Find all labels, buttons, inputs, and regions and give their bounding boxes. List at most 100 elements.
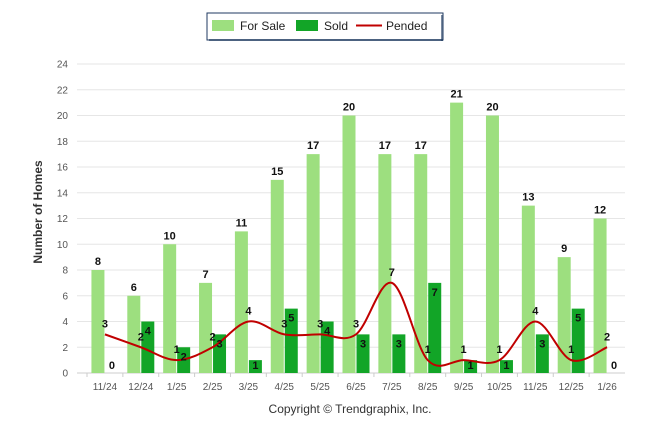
data-label-sold: 0 — [109, 360, 115, 372]
data-label-sold: 3 — [216, 338, 222, 350]
legend-swatch-for-sale — [212, 20, 234, 31]
y-tick-label: 16 — [57, 163, 69, 174]
data-label-pended: 3 — [353, 318, 359, 330]
data-label-sold: 3 — [539, 338, 545, 350]
bar-sold — [356, 334, 370, 373]
x-tick-label: 8/25 — [418, 382, 438, 393]
data-label-for-sale: 8 — [95, 256, 101, 268]
x-tick-label: 11/25 — [523, 382, 548, 393]
bar-for-sale — [450, 102, 464, 373]
x-tick-label: 12/24 — [128, 382, 153, 393]
y-tick-label: 2 — [62, 343, 68, 354]
data-label-pended: 3 — [281, 318, 287, 330]
data-label-pended: 1 — [461, 344, 467, 356]
data-label-for-sale: 6 — [131, 282, 137, 294]
x-tick-label: 1/25 — [167, 382, 187, 393]
data-label-for-sale: 17 — [415, 140, 427, 152]
copyright-text: Copyright © Trendgraphix, Inc. — [269, 402, 432, 416]
x-axis: 11/24 12/24 1/25 2/25 3/25 4/25 5/25 6/25 7/25 8/… — [86, 373, 617, 393]
legend: For Sale Sold Pended — [206, 12, 444, 41]
bar-for-sale — [306, 154, 320, 373]
x-tick-label: 12/25 — [559, 382, 584, 393]
data-label-sold: 1 — [468, 360, 474, 372]
x-tick-label: 2/25 — [203, 382, 223, 393]
bar-sold — [464, 360, 478, 373]
data-label-for-sale: 13 — [522, 192, 534, 204]
bar-sold — [571, 308, 585, 373]
data-label-pended: 2 — [138, 331, 144, 343]
x-tick-label: 9/25 — [454, 382, 474, 393]
bar-for-sale — [414, 154, 428, 373]
data-label-pended: 3 — [102, 318, 108, 330]
x-tick-label: 6/25 — [346, 382, 366, 393]
legend-label-for-sale: For Sale — [240, 19, 286, 33]
data-label-sold: 3 — [360, 338, 366, 350]
data-label-sold: 1 — [252, 360, 258, 372]
y-tick-label: 20 — [57, 111, 69, 122]
data-label-pended: 4 — [532, 306, 539, 318]
y-tick-label: 8 — [62, 266, 68, 277]
y-tick-label: 12 — [57, 214, 69, 225]
data-label-sold: 2 — [181, 351, 187, 363]
data-label-pended: 1 — [425, 344, 431, 356]
data-label-pended: 2 — [604, 331, 610, 343]
data-label-for-sale: 21 — [450, 89, 462, 101]
bar-sold — [428, 282, 442, 373]
x-tick-label: 7/25 — [382, 382, 402, 393]
bar-sold — [392, 334, 406, 373]
data-label-for-sale: 7 — [202, 269, 208, 281]
data-label-for-sale: 11 — [236, 217, 248, 229]
legend-label-pended: Pended — [386, 19, 427, 33]
data-label-sold: 5 — [575, 313, 581, 325]
data-label-sold: 1 — [503, 360, 509, 372]
y-tick-label: 10 — [57, 240, 69, 251]
data-label-pended: 1 — [174, 344, 180, 356]
data-label-for-sale: 10 — [164, 230, 176, 242]
pended-line — [104, 281, 608, 367]
data-label-for-sale: 9 — [561, 243, 567, 255]
y-tick-label: 18 — [57, 137, 69, 148]
bar-sold — [499, 360, 513, 373]
data-label-sold: 4 — [145, 326, 152, 338]
x-tick-label: 5/25 — [310, 382, 330, 393]
data-label-for-sale: 12 — [594, 205, 606, 217]
x-tick-label: 4/25 — [275, 382, 295, 393]
data-label-sold: 7 — [432, 287, 438, 299]
bar-for-sale — [127, 295, 141, 373]
x-tick-label: 1/26 — [597, 382, 617, 393]
bar-for-sale — [485, 115, 499, 373]
legend-label-sold: Sold — [324, 19, 348, 33]
y-tick-label: 6 — [62, 291, 68, 302]
x-tick-label: 11/24 — [93, 382, 118, 393]
y-tick-label: 0 — [62, 369, 68, 380]
y-tick-label: 22 — [57, 85, 69, 96]
bar-for-sale — [342, 115, 356, 373]
data-label-sold: 0 — [611, 360, 617, 372]
data-label-for-sale: 15 — [271, 166, 283, 178]
bar-for-sale — [593, 218, 607, 373]
data-label-pended: 3 — [317, 318, 323, 330]
bar-for-sale — [270, 179, 284, 373]
data-label-sold: 5 — [288, 313, 294, 325]
data-label-for-sale: 17 — [379, 140, 391, 152]
pended-line-group — [104, 281, 608, 367]
y-tick-label: 14 — [57, 188, 69, 199]
bar-for-sale — [199, 282, 213, 373]
bar-for-sale — [557, 257, 571, 373]
bar-for-sale — [521, 205, 535, 373]
bars — [91, 102, 607, 373]
x-tick-label: 10/25 — [487, 382, 512, 393]
data-label-pended: 1 — [568, 344, 574, 356]
data-label-pended: 4 — [245, 306, 252, 318]
x-tick-label: 3/25 — [239, 382, 259, 393]
y-tick-label: 24 — [57, 60, 69, 71]
data-label-pended: 1 — [496, 344, 502, 356]
y-tick-label: 4 — [62, 317, 68, 328]
data-label-for-sale: 20 — [343, 102, 355, 114]
data-label-pended: 2 — [209, 331, 215, 343]
bar-sold — [248, 360, 262, 373]
data-label-for-sale: 20 — [486, 102, 498, 114]
data-label-sold: 4 — [324, 326, 331, 338]
bar-for-sale — [163, 244, 177, 373]
